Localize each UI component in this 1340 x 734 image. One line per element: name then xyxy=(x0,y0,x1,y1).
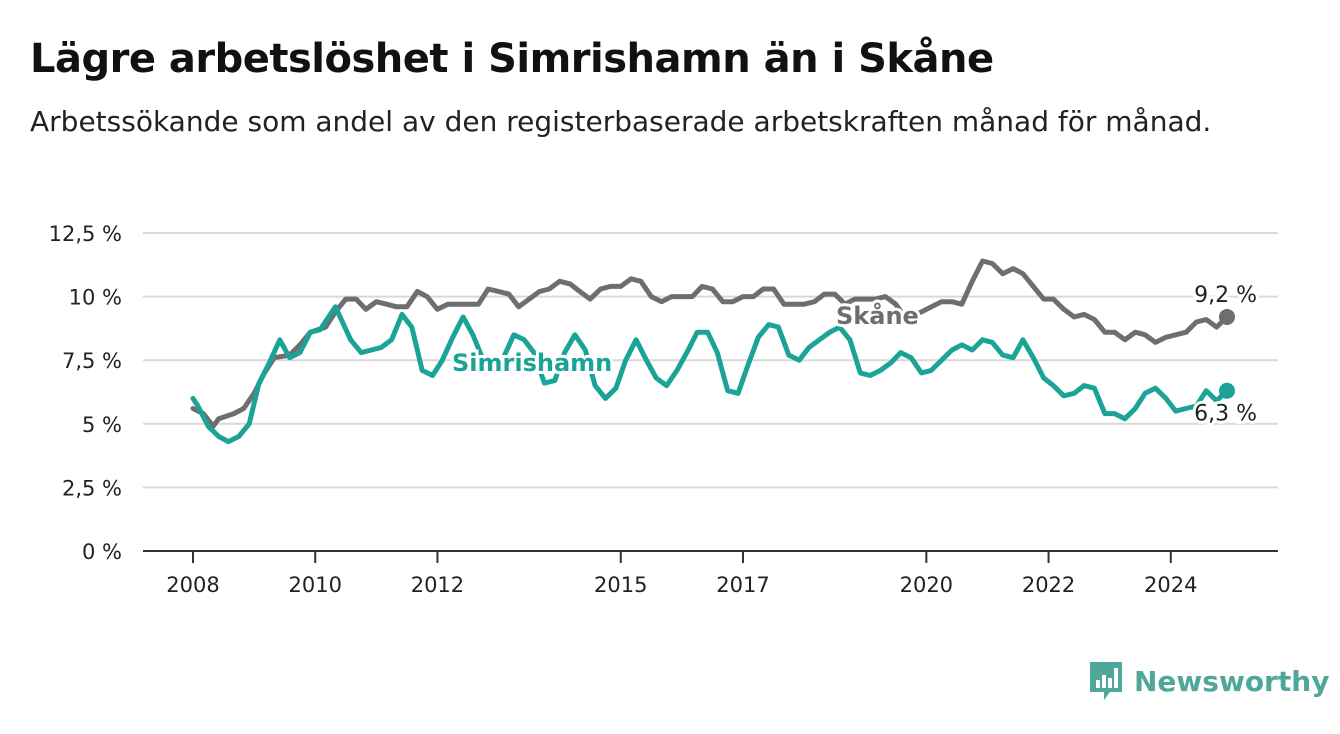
x-axis-tick-labels: 2008 2010 2012 2015 2017 2020 2022 2024 xyxy=(166,551,1198,597)
newsworthy-logo-icon xyxy=(1090,662,1122,700)
series-end-label-sk-ne: 9,2 % xyxy=(1194,283,1257,308)
x-tick-label: 2010 xyxy=(288,573,341,597)
series-labels: Skåne 9,2 % Simrishamn 6,3 % xyxy=(449,280,1260,430)
y-tick-label: 7,5 % xyxy=(62,349,122,373)
series-endpoint-sk-ne xyxy=(1219,308,1235,325)
series-endpoint-simrishamn xyxy=(1219,382,1235,399)
y-tick-label: 10 % xyxy=(69,286,122,310)
x-tick-label: 2015 xyxy=(594,573,647,597)
x-tick-label: 2024 xyxy=(1144,573,1197,597)
x-tick-label: 2012 xyxy=(411,573,464,597)
newsworthy-brand-name: Newsworthy xyxy=(1134,664,1330,698)
y-axis-tick-labels: 0 % 2,5 % 5 % 7,5 % 10 % 12,5 % xyxy=(49,222,122,564)
newsworthy-brand[interactable]: Newsworthy xyxy=(1088,660,1329,702)
x-tick-label: 2008 xyxy=(166,573,219,597)
y-tick-label: 5 % xyxy=(82,413,122,437)
grid-lines xyxy=(143,232,1278,489)
series-label-sk-ne: Skåne xyxy=(836,301,919,330)
series-end-label-simrishamn: 6,3 % xyxy=(1194,402,1257,427)
y-tick-label: 0 % xyxy=(82,540,122,564)
y-tick-label: 12,5 % xyxy=(49,222,122,246)
chart-title: Lägre arbetslöshet i Simrishamn än i Skå… xyxy=(30,36,994,82)
series-line-sk-ne xyxy=(190,258,1230,429)
x-tick-label: 2017 xyxy=(716,573,769,597)
x-tick-label: 2022 xyxy=(1022,573,1075,597)
series-label-simrishamn: Simrishamn xyxy=(452,349,612,377)
chart-subtitle: Arbetssökande som andel av den registerb… xyxy=(30,105,1212,138)
y-tick-label: 2,5 % xyxy=(62,476,122,500)
series-line-simrishamn xyxy=(190,304,1230,445)
x-tick-label: 2020 xyxy=(900,573,953,597)
series-lines xyxy=(190,258,1235,445)
